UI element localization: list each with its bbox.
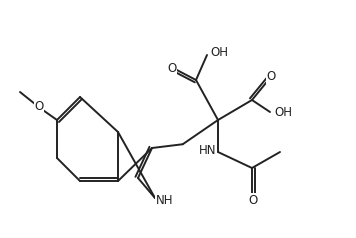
Text: O: O: [266, 70, 276, 84]
Text: O: O: [35, 100, 44, 114]
Text: HN: HN: [199, 144, 216, 157]
Text: OH: OH: [210, 46, 228, 60]
Text: O: O: [248, 193, 258, 207]
Text: NH: NH: [156, 194, 173, 208]
Text: OH: OH: [274, 105, 292, 119]
Text: O: O: [167, 61, 177, 74]
